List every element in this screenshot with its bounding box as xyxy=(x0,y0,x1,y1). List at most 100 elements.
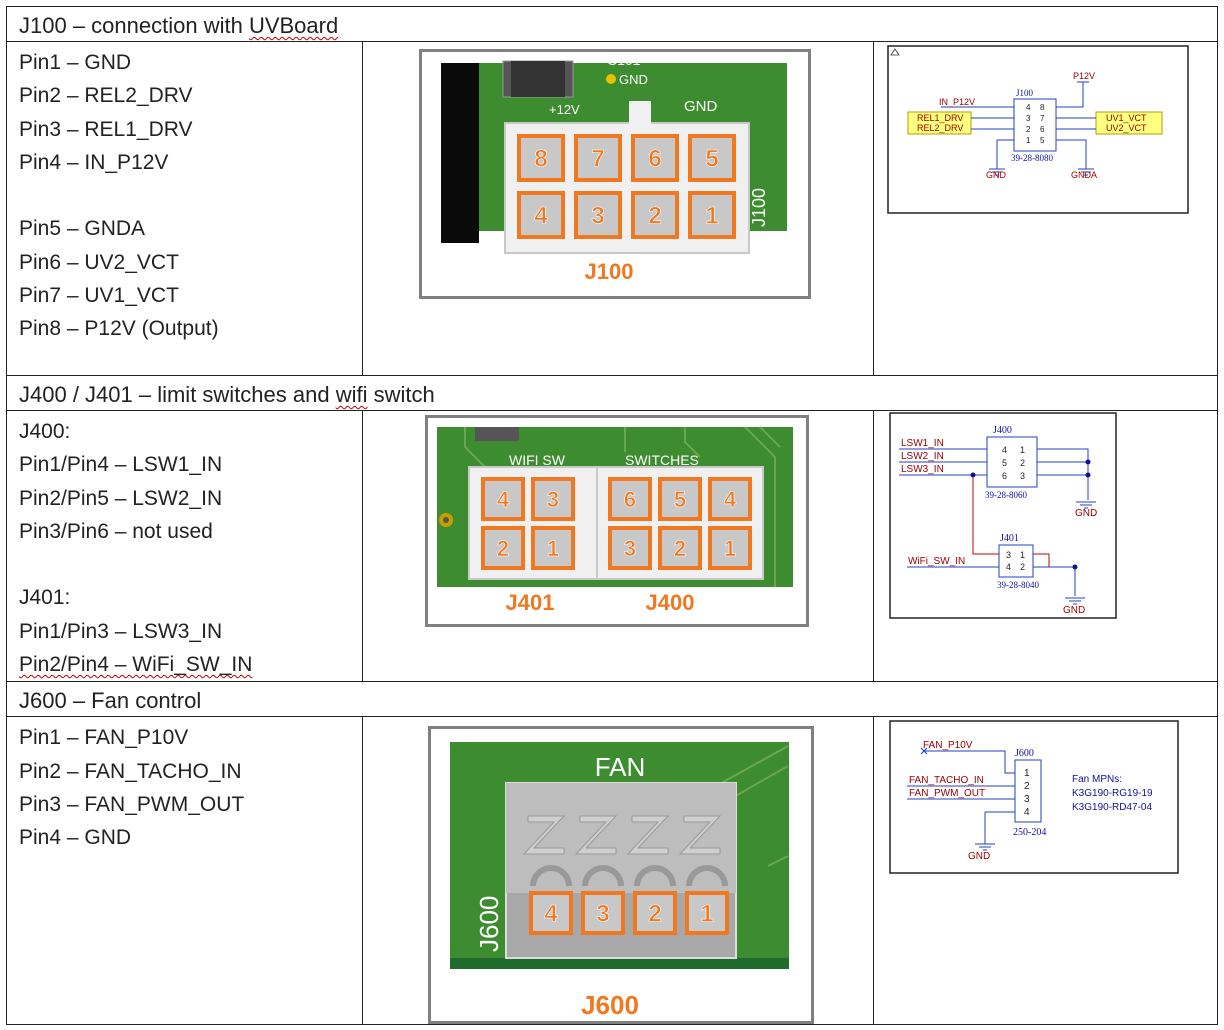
connector-pin: 8 xyxy=(517,134,565,182)
schematic-cell-j100: J100 39-28-8080 4 3 2 1 8 7 6 5 xyxy=(872,41,1219,376)
pin-number: 2 xyxy=(497,536,509,561)
silk-label: WIFI SW xyxy=(509,452,566,468)
pin-number: 1 xyxy=(700,901,713,928)
pin-pad xyxy=(581,891,625,936)
pin-number: 7 xyxy=(1040,114,1045,123)
net-label: REL2_DRV xyxy=(917,123,963,133)
silk-label: +12V xyxy=(549,102,580,117)
pin-line: Pin3 – FAN_PWM_OUT xyxy=(19,792,245,816)
pin-row-top: 8 7 6 5 xyxy=(517,134,736,182)
pin-number: 5 xyxy=(705,146,718,173)
pin-row-j400-bottom: 3 2 1 xyxy=(608,526,752,570)
pin-number: 1 xyxy=(1026,136,1031,145)
pin-list-j100: Pin1 – GND Pin2 – REL2_DRV Pin3 – REL1_D… xyxy=(6,41,363,376)
pin-number: 6 xyxy=(624,487,636,512)
connector-pin: 5 xyxy=(688,134,736,182)
pin-number: 6 xyxy=(1002,471,1007,481)
board-image-cell-j600: FAN J600 4 3 2 1 J600 xyxy=(362,716,874,1025)
pin-pad xyxy=(708,477,752,521)
board-image-cell-j100: C101 GND +12V GND J100 8 7 6 5 4 3 2 1 J100 xyxy=(362,41,874,376)
pin-number: 1 xyxy=(705,203,718,230)
connector-pin: 3 xyxy=(581,891,625,936)
fan-mpn: K3G190-RD47-04 xyxy=(1072,802,1152,813)
board-caption-j100: J100 xyxy=(585,259,634,284)
pin-pad xyxy=(658,477,702,521)
pin-pad xyxy=(608,526,652,570)
net-label: LSW3_IN xyxy=(901,464,944,475)
schematic-ref: J400 xyxy=(993,425,1012,436)
pin-number: 2 xyxy=(648,203,661,230)
section-header-j400: J400 / J401 – limit switches and wifi sw… xyxy=(5,375,1219,411)
pin-number: 4 xyxy=(534,203,548,230)
pin-number: 3 xyxy=(1006,550,1011,560)
net-label: GND xyxy=(1063,605,1085,616)
connector-pin: 6 xyxy=(631,134,679,182)
pin-number: 3 xyxy=(1024,794,1030,805)
pin-pad xyxy=(658,526,702,570)
pin-pad xyxy=(688,134,736,182)
schematic-part: 39-28-8060 xyxy=(985,490,1027,500)
pin-number: 1 xyxy=(724,536,736,561)
pin-line: Pin2 – FAN_TACHO_IN xyxy=(19,759,242,783)
schematic-cell-j600: J600 250-204 1 2 3 4 FAN_P10V FAN_TACHO_… xyxy=(872,716,1219,1025)
connector-pin: 2 xyxy=(631,191,679,239)
pin-number: 4 xyxy=(497,487,510,512)
connector-pin: 1 xyxy=(708,526,752,570)
pin-number: 3 xyxy=(624,536,636,561)
pin-line: Pin4 – IN_P12V xyxy=(19,150,169,174)
net-label: GND xyxy=(986,170,1007,180)
fan-mpn: K3G190-RG19-19 xyxy=(1072,788,1153,799)
pin-line: Pin1 – GND xyxy=(19,51,132,74)
pin-line: Pin2/Pin5 – LSW2_IN xyxy=(19,486,223,510)
pin-number: 3 xyxy=(1020,471,1025,481)
connector-pin: 3 xyxy=(608,526,652,570)
pin-pad xyxy=(631,134,679,182)
pin-number: 3 xyxy=(596,901,609,928)
schematic-j100: J100 39-28-8080 4 3 2 1 8 7 6 5 xyxy=(887,45,1189,214)
board-caption-j401: J401 xyxy=(506,590,555,615)
pin-number: 1 xyxy=(1024,768,1030,779)
pin-pad xyxy=(608,477,652,521)
pin-pad xyxy=(481,526,525,570)
pin-number: 4 xyxy=(1024,807,1030,818)
pin-number: 1 xyxy=(1020,445,1025,455)
pin-pad xyxy=(481,477,525,521)
pin-row-j600: 4 3 2 1 xyxy=(529,891,729,936)
pin-line: Pin5 – GNDA xyxy=(19,217,146,241)
pin-number: 7 xyxy=(591,146,604,173)
connector-pin: 1 xyxy=(688,191,736,239)
pin-line: J401: xyxy=(19,586,71,610)
connector-pin: 4 xyxy=(517,191,565,239)
schematic-part: 39-28-8080 xyxy=(1011,153,1053,163)
pin-line-spacer xyxy=(19,179,362,212)
pin-pad xyxy=(531,526,575,570)
net-label: UV2_VCT xyxy=(1106,123,1147,133)
net-label: GND xyxy=(968,851,990,862)
board-render-j600: FAN J600 4 3 2 1 J600 xyxy=(428,726,814,1025)
pin-number: 2 xyxy=(674,536,686,561)
section-title-j100: J100 – connection with UVBoard xyxy=(19,13,339,38)
pin-number: 4 xyxy=(1002,445,1007,455)
pin-number: 8 xyxy=(534,146,547,173)
pin-pad xyxy=(517,191,565,239)
schematic-ref: J600 xyxy=(1015,748,1034,759)
section-row-j400: J400: Pin1/Pin4 – LSW1_IN Pin2/Pin5 – LS… xyxy=(6,409,1219,683)
net-label: LSW2_IN xyxy=(901,451,944,462)
connector-pin: 1 xyxy=(685,891,729,936)
net-label: FAN_PWM_OUT xyxy=(909,788,985,799)
silk-label: SWITCHES xyxy=(625,452,699,468)
silk-label: C101 xyxy=(607,52,641,68)
schematic-j600: J600 250-204 1 2 3 4 FAN_P10V FAN_TACHO_… xyxy=(889,720,1179,875)
pin-line: Pin2 – REL2_DRV xyxy=(19,84,193,108)
net-label: FAN_TACHO_IN xyxy=(909,775,984,786)
pin-line: Pin7 – UV1_VCT xyxy=(19,284,179,308)
pin-number: 3 xyxy=(591,203,604,230)
pin-number: 2 xyxy=(1020,458,1025,468)
pin-number: 2 xyxy=(1026,125,1031,134)
silk-label: GND xyxy=(619,72,648,87)
pin-number: 4 xyxy=(724,487,737,512)
schematic-ref: J401 xyxy=(1000,533,1019,544)
